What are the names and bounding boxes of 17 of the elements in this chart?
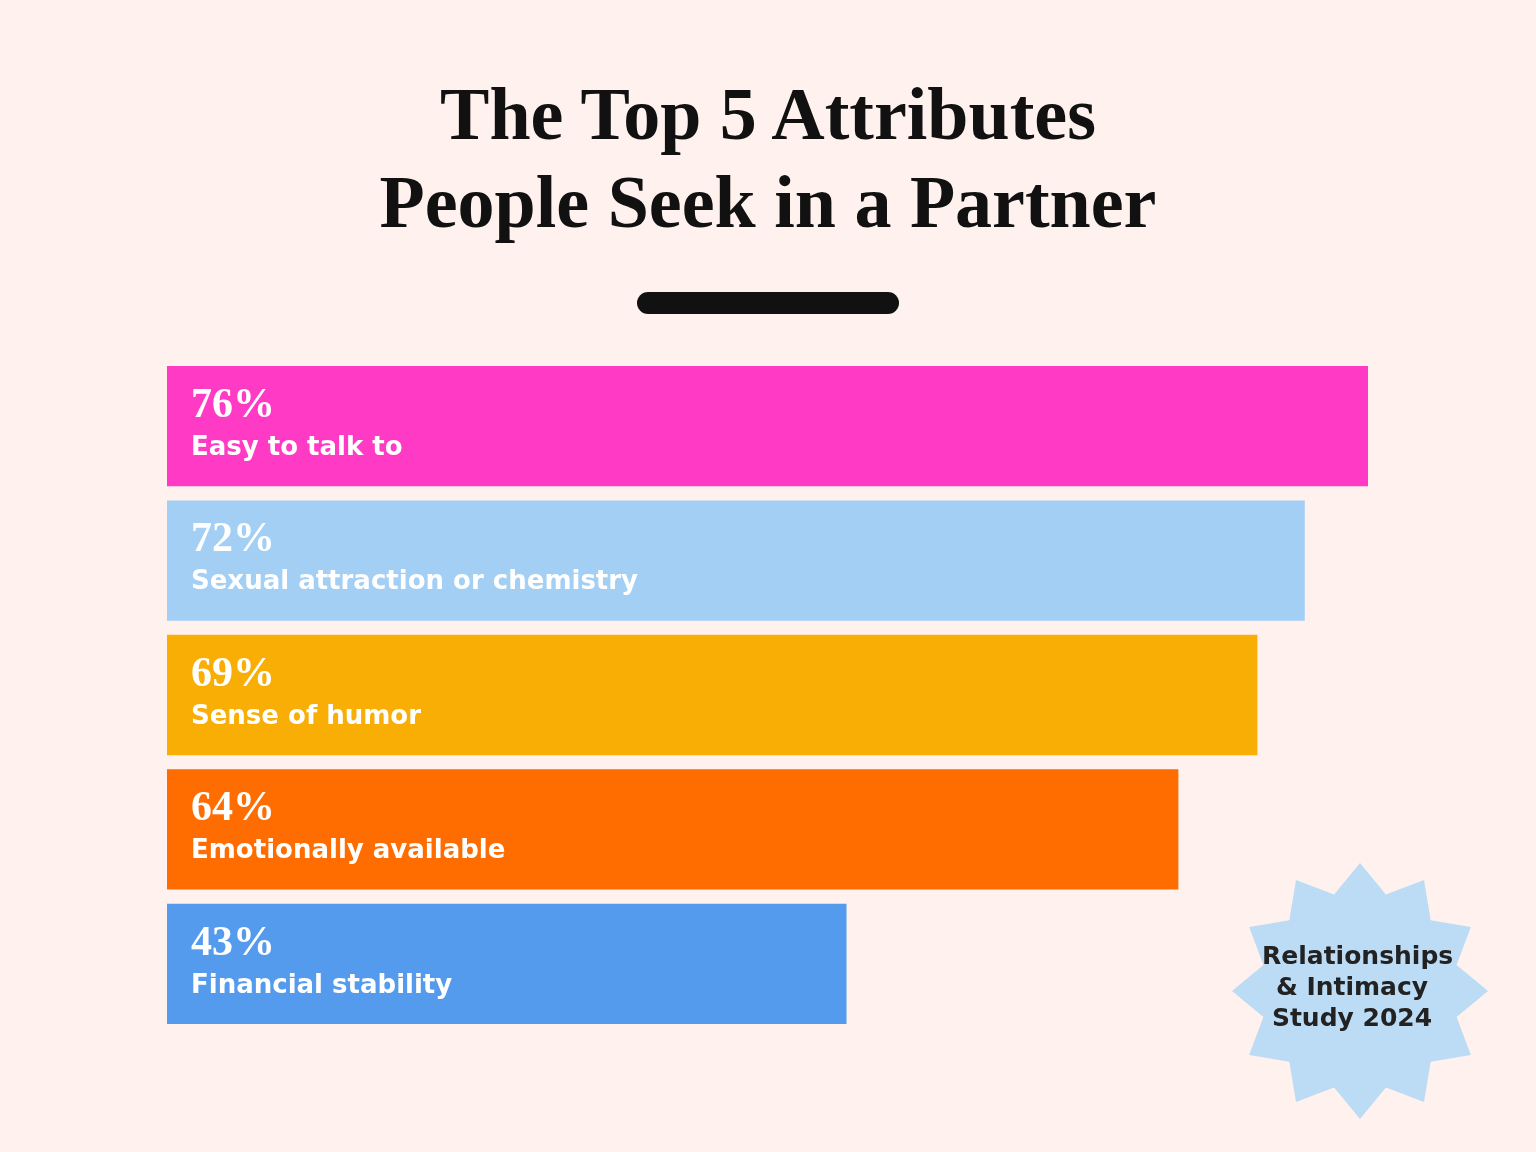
data-label: 76% — [191, 380, 275, 427]
data-label: 69% — [191, 648, 275, 695]
bar — [167, 634, 1258, 756]
data-label: 43% — [191, 917, 275, 964]
bar — [167, 500, 1305, 621]
y-tick-label: Sense of humor — [191, 699, 422, 730]
y-tick-label: Emotionally available — [191, 834, 506, 865]
chart-title: The Top 5 Attributes People Seek in a Partner — [378, 72, 1158, 245]
data-label: 64% — [191, 783, 275, 830]
bar — [167, 769, 1179, 890]
annotation: Relationships & Intimacy Study 2024 — [1262, 940, 1454, 1033]
bar — [167, 903, 847, 1024]
bar — [167, 366, 1368, 487]
y-tick-label: Easy to talk to — [191, 430, 403, 461]
y-tick-label: Sexual attraction or chemistry — [191, 565, 639, 596]
data-label: 72% — [191, 514, 275, 561]
y-tick-label: Financial stability — [191, 968, 453, 999]
